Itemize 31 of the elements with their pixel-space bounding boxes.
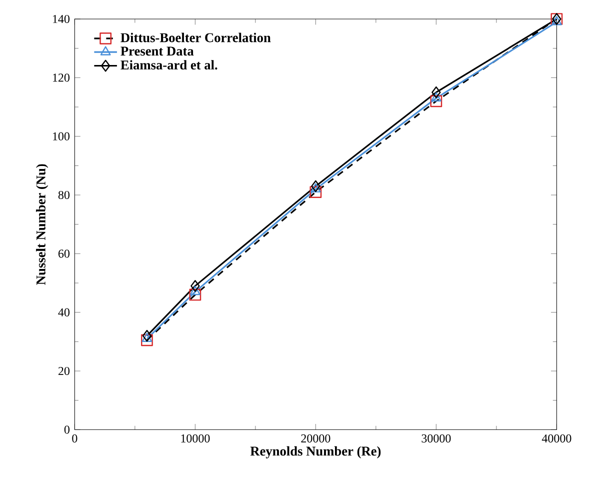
y-tick-label: 20 (58, 366, 70, 376)
point (310, 183, 321, 192)
point (310, 186, 322, 198)
x-axis-title: Reynolds Number (Re) (250, 446, 381, 458)
point (189, 288, 202, 301)
point (430, 92, 442, 102)
x-tick-label: 10000 (181, 434, 210, 442)
y-tick-label: 60 (58, 250, 70, 258)
point (142, 332, 152, 342)
x-tick-label: 30000 (422, 434, 451, 442)
point (551, 16, 562, 26)
y-tick-label: 0 (64, 426, 70, 434)
x-tick-label: 40000 (542, 434, 572, 442)
point (190, 286, 200, 296)
point (142, 330, 152, 342)
y-tick-label: 80 (58, 190, 70, 200)
y-tick-label: 40 (58, 308, 70, 316)
y-axis-title: Nusselt Number (Nu) (36, 164, 48, 285)
point (141, 334, 153, 346)
x-tick-label: 20000 (301, 434, 330, 442)
y-tick-label: 140 (53, 14, 70, 24)
legend-label: Present Data (120, 46, 194, 56)
legend-label: Eiamsa-ard et al. (120, 60, 218, 70)
y-tick-label: 120 (53, 74, 70, 82)
y-tick-label: 100 (53, 132, 70, 140)
point (432, 86, 441, 98)
point (190, 280, 200, 292)
point (311, 180, 320, 192)
x-tick-label: 0 (72, 434, 78, 442)
point (430, 95, 442, 108)
legend-label: Dittus-Boelter Correlation (120, 32, 271, 42)
